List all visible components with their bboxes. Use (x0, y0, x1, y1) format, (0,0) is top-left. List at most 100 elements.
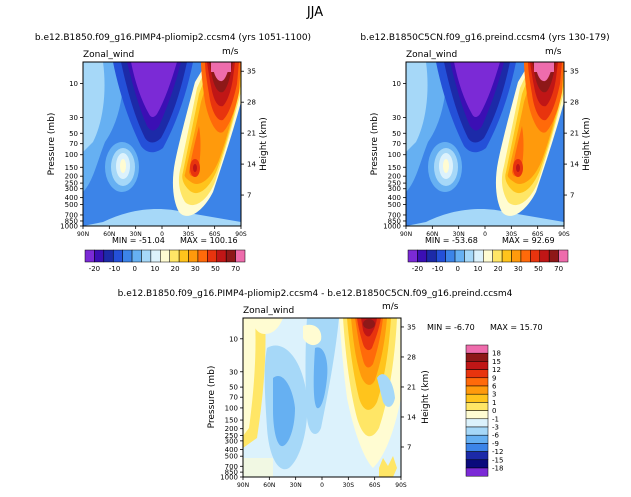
y-tick-850-label: 850 (225, 469, 238, 477)
colorbar-swatch (426, 249, 437, 263)
colorbar-swatch (169, 249, 180, 263)
figure-title: JJA (306, 5, 323, 20)
colorbar-tick-label: -9 (492, 440, 499, 448)
panel-2-units: m/s (545, 47, 562, 57)
panel-2-contour-field (406, 62, 564, 226)
colorbar-tick-label: 10 (473, 265, 482, 273)
colorbar-tick-label: -10 (432, 265, 443, 273)
y-tick-150-label: 150 (225, 417, 238, 425)
colorbar-swatch (160, 249, 170, 263)
panel-2-colorbar: -20 -10 0 10 20 30 50 70 (407, 249, 569, 273)
colorbar-swatch (465, 434, 489, 444)
panel-1-contour-field (83, 62, 241, 226)
y-tick-100-label: 100 (65, 151, 78, 159)
colorbar-tick-label: 0 (456, 265, 460, 273)
y-tick-150-label: 150 (65, 164, 78, 172)
colorbar-swatch (465, 418, 489, 428)
y-right-tick-21-label: 21 (407, 383, 416, 391)
panel-2-min-label: MIN = -53.68 (425, 236, 478, 245)
colorbar-tick-label: 0 (133, 265, 137, 273)
y-tick-100-label: 100 (225, 404, 238, 412)
colorbar-swatch (465, 459, 489, 469)
colorbar-swatch (465, 377, 489, 387)
colorbar-tick-label: 70 (554, 265, 563, 273)
panel-2-title: b.e12.B1850C5CN.f09_g16.preind.ccsm4 (yr… (360, 33, 609, 43)
y-tick-250-label: 250 (388, 180, 401, 188)
colorbar-swatch (501, 249, 512, 263)
colorbar-swatch (511, 249, 522, 263)
x-tick-60N-label: 60N (103, 231, 115, 238)
panel-3-units: m/s (382, 302, 399, 312)
y-tick-400-label: 400 (388, 194, 401, 202)
colorbar-swatch (407, 249, 418, 263)
panel-1-colorbar: -20 -10 0 10 20 30 50 70 (84, 249, 246, 273)
y-tick-10-label: 10 (392, 80, 401, 88)
y-tick-1000-label: 1000 (383, 223, 401, 231)
y-tick-150-label: 150 (388, 164, 401, 172)
colorbar-swatch (465, 385, 489, 395)
y-tick-30-label: 30 (69, 114, 78, 122)
colorbar-swatch (548, 249, 559, 263)
colorbar-tick-label: -3 (492, 424, 499, 432)
y-right-tick-14-label: 14 (407, 413, 416, 421)
y-right-tick-7-label: 7 (570, 192, 574, 200)
y-right-tick-35-label: 35 (407, 323, 416, 331)
colorbar-swatch (465, 443, 489, 452)
y-tick-850-label: 850 (388, 217, 401, 225)
x-tick-60N-label: 60N (426, 231, 438, 238)
colorbar-swatch (216, 249, 227, 263)
colorbar-swatch (235, 249, 246, 263)
y-tick-400-label: 400 (65, 194, 78, 202)
y-tick-100-label: 100 (388, 151, 401, 159)
colorbar-swatch (464, 249, 475, 263)
colorbar-swatch (131, 249, 142, 263)
colorbar-tick-label: 50 (534, 265, 543, 273)
panel-2-variable: Zonal_wind (406, 50, 457, 60)
y-tick-300-label: 300 (65, 185, 78, 193)
x-tick-0-label: 0 (483, 231, 487, 238)
colorbar-swatch (103, 249, 114, 263)
x-tick-30S-label: 30S (506, 231, 518, 238)
colorbar-swatch (112, 249, 123, 263)
y-tick-200-label: 200 (225, 425, 238, 433)
colorbar-swatch (530, 249, 541, 263)
colorbar-swatch (539, 249, 550, 263)
y-right-tick-21-label: 21 (247, 130, 256, 138)
colorbar-tick-label: -12 (492, 448, 503, 456)
colorbar-tick-label: 15 (492, 358, 501, 366)
colorbar-swatch (454, 249, 465, 263)
y-right-tick-28-label: 28 (407, 353, 416, 361)
y-tick-500-label: 500 (225, 453, 238, 461)
colorbar-tick-label: 30 (191, 265, 200, 273)
colorbar-swatch (483, 249, 493, 263)
panel-3: b.e12.B1850.f09_g16.PIMP4-pliomip2.ccsm4… (118, 289, 543, 489)
colorbar-swatch (435, 249, 446, 263)
colorbar-swatch (94, 249, 105, 263)
panel-1-ylabel: Pressure (mb) (47, 113, 57, 176)
panel-2-xticks: 90N 60N 30N 0 30S 60S 90S (400, 226, 570, 238)
colorbar-swatch (445, 249, 456, 263)
colorbar-tick-label: -18 (492, 465, 503, 473)
colorbar-swatch (465, 410, 489, 420)
colorbar-tick-label: 70 (231, 265, 240, 273)
colorbar-swatch (465, 393, 489, 403)
panel-2-ylabel-right: Height (km) (582, 117, 592, 171)
colorbar-tick-label: 3 (492, 391, 496, 399)
y-tick-70-label: 70 (392, 140, 401, 148)
colorbar-swatch (207, 249, 218, 263)
colorbar-swatch (197, 249, 208, 263)
colorbar-tick-label: 50 (211, 265, 220, 273)
y-tick-1000-label: 1000 (60, 223, 78, 231)
y-tick-700-label: 700 (65, 211, 78, 219)
y-tick-70-label: 70 (69, 140, 78, 148)
colorbar-swatch (465, 451, 489, 461)
colorbar-tick-label: 6 (492, 383, 497, 391)
colorbar-tick-label: 20 (171, 265, 180, 273)
colorbar-swatch (465, 352, 489, 362)
panel-3-variable: Zonal_wind (243, 306, 294, 316)
panel-2-ylabel: Pressure (mb) (370, 113, 380, 176)
y-tick-300-label: 300 (388, 185, 401, 193)
y-right-tick-7-label: 7 (407, 443, 411, 451)
